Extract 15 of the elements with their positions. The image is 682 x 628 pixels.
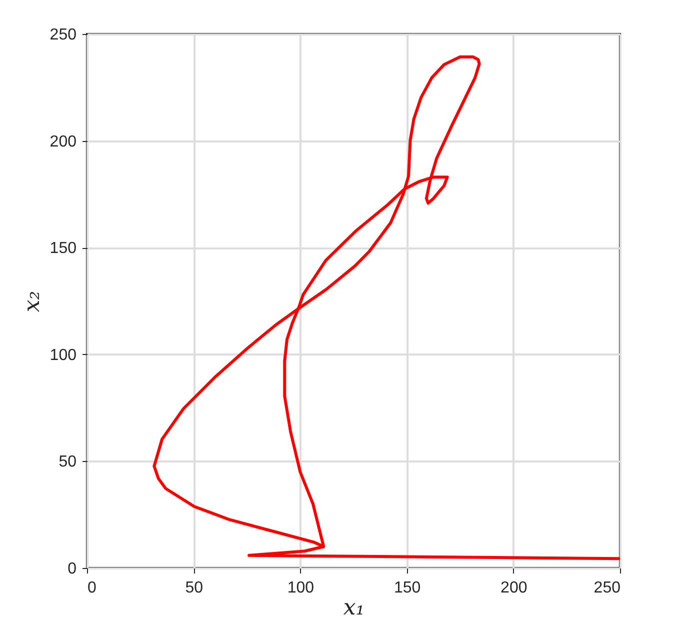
x-tick-label: 200 (500, 580, 528, 596)
y-tick-label: 0 (68, 560, 77, 578)
y-tick-label: 150 (50, 240, 77, 258)
x-tick-label: 0 (88, 580, 96, 596)
x-tick-label: 50 (185, 580, 204, 596)
x-tick-label: 100 (287, 580, 314, 596)
y-tick-label: 50 (58, 454, 77, 471)
y-tick-label: 100 (50, 346, 77, 364)
line-series (152, 55, 622, 560)
x-axis-title: x₁ (343, 596, 365, 620)
y-axis-title: x₂ (20, 290, 45, 312)
x-tick-label: 250 (594, 580, 621, 596)
x-tick-label: 150 (394, 580, 421, 596)
y-tick-label: 200 (50, 133, 77, 150)
y-tick-label: 250 (50, 26, 77, 44)
